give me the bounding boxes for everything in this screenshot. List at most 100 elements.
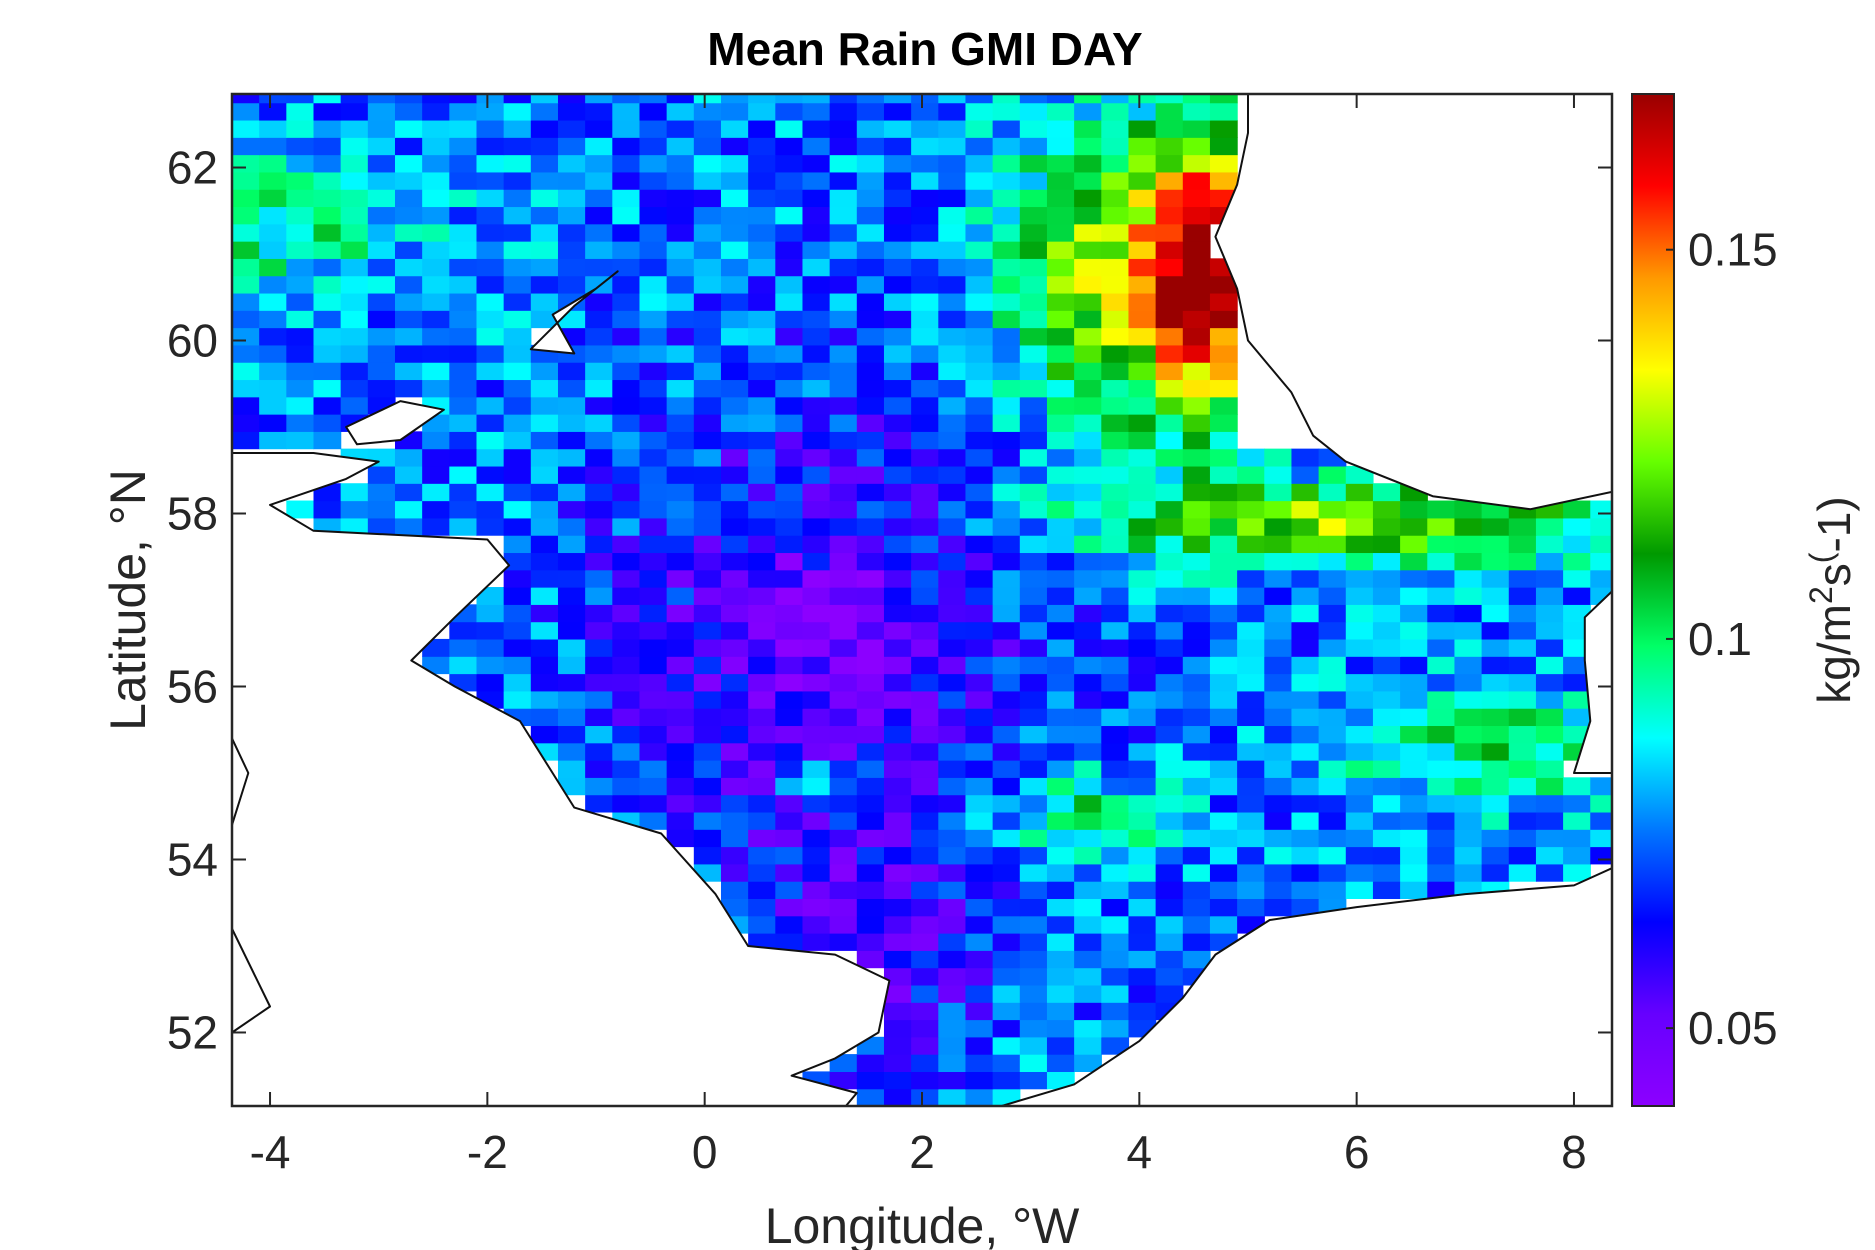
heatmap-cell [775,742,804,761]
heatmap-cell [829,846,858,865]
heatmap-cell [748,535,776,554]
heatmap-cell [1209,431,1238,450]
heatmap-cell [259,362,287,381]
y-tick-label: 56 [167,660,218,712]
heatmap-cell [748,344,776,363]
heatmap-cell [313,154,342,173]
heatmap-cell [856,673,885,692]
heatmap-cell [422,154,450,173]
heatmap-cell [829,881,858,900]
heatmap-cell [883,881,912,900]
heatmap-cell [1454,742,1483,761]
heatmap-cell [1182,690,1211,709]
heatmap-cell [1128,119,1157,138]
heatmap-cell [1046,1002,1075,1021]
heatmap-cell [232,414,260,432]
heatmap-cell [1318,863,1347,882]
heatmap-cell [883,189,912,208]
heatmap-cell [1128,535,1157,554]
heatmap-cell [1481,552,1510,571]
heatmap-cell [1481,811,1510,830]
heatmap-cell [856,500,885,519]
heatmap-cell [639,362,668,381]
heatmap-cell [802,552,831,571]
heatmap-cell [612,223,641,242]
heatmap-cell [1074,292,1102,311]
heatmap-cell [1318,794,1347,813]
heatmap-cell [1101,517,1130,536]
heatmap-cell [639,292,668,311]
heatmap-cell [585,690,613,709]
heatmap-cell [503,465,532,484]
heatmap-cell [530,465,559,484]
heatmap-cell [802,777,831,796]
heatmap-cell [938,223,967,242]
heatmap-cell [557,396,586,415]
heatmap-cell [666,448,695,467]
heatmap-cell [883,396,912,415]
heatmap-cell [1535,638,1564,657]
heatmap-cell [340,310,369,329]
heatmap-cell [666,137,695,156]
heatmap-cell [1019,154,1048,173]
heatmap-cell [666,94,695,104]
heatmap-cell [639,500,668,519]
x-tick-label: 8 [1561,1126,1587,1178]
heatmap-cell [1101,552,1130,571]
heatmap-cell [1264,690,1293,709]
heatmap-cell [748,154,776,173]
heatmap-cell [1237,863,1265,882]
heatmap-cell [1345,638,1374,657]
heatmap-cell [1128,396,1157,415]
heatmap-cell [503,604,532,623]
heatmap-cell [992,1036,1021,1055]
heatmap-cell [639,777,668,796]
heatmap-cell [938,933,967,951]
heatmap-cell [1155,275,1184,294]
heatmap-cell [1046,621,1075,640]
heatmap-cell [422,362,450,381]
heatmap-cell [802,898,831,917]
heatmap-cell [1237,898,1265,917]
heatmap-cell [1046,310,1075,329]
heatmap-cell [1237,483,1265,502]
heatmap-cell [1318,638,1347,657]
heatmap-cell [1128,189,1157,208]
heatmap-cell [1372,500,1401,519]
heatmap-cell [1209,863,1238,882]
heatmap-cell [1563,777,1591,796]
heatmap-cell [911,1019,939,1038]
heatmap-cell [232,171,260,190]
heatmap-cell [286,362,315,381]
heatmap-cell [1074,154,1102,173]
heatmap-cell [911,811,939,830]
heatmap-cell [802,396,831,415]
heatmap-cell [1182,431,1211,450]
heatmap-cell [422,292,450,311]
heatmap-cell [259,241,287,259]
heatmap-cell [911,189,939,208]
heatmap-cell [1128,1002,1157,1021]
heatmap-cell [856,258,885,277]
heatmap-cell [965,587,994,605]
heatmap-cell [775,881,804,900]
heatmap-cell [856,604,885,623]
heatmap-cell [1074,500,1102,519]
heatmap-cell [775,362,804,381]
heatmap-cell [965,967,994,986]
heatmap-cell [1155,448,1184,467]
heatmap-cell [1400,708,1428,727]
heatmap-cell [748,569,776,588]
heatmap-cell [530,725,559,744]
heatmap-cell [1074,915,1102,934]
heatmap-cell [1046,154,1075,173]
heatmap-cell [1291,881,1320,900]
heatmap-cell [394,94,423,104]
heatmap-cell [856,102,885,121]
heatmap-cell [1155,777,1184,796]
heatmap-cell [666,656,695,675]
heatmap-cell [1155,119,1184,138]
heatmap-cell [612,465,641,484]
heatmap-cell [829,292,858,311]
heatmap-cell [748,587,776,605]
